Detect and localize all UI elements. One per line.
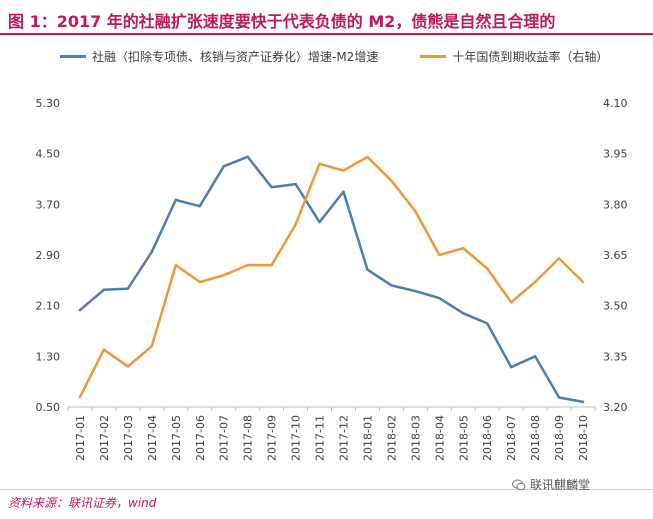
- y-left-tick-label: 2.90: [36, 249, 61, 262]
- data-point-tsf-m2: [438, 296, 441, 300]
- legend: 社融（扣除专项债、核销与资产证券化）增速-M2增速 十年国债到期收益率（右轴）: [60, 48, 643, 65]
- data-point-tsf-m2: [414, 289, 417, 293]
- y-right-tick-label: 3.35: [603, 350, 628, 363]
- data-point-bond-yield: [78, 395, 82, 399]
- data-point-tsf-m2: [486, 322, 489, 325]
- data-point-bond-yield: [174, 263, 177, 267]
- y-left-tick-label: 3.70: [36, 198, 61, 211]
- data-point-bond-yield: [486, 267, 489, 270]
- legend-item-tsf-m2: 社融（扣除专项债、核销与资产证券化）增速-M2增速: [60, 48, 378, 65]
- legend-swatch-tsf-m2: [60, 55, 86, 58]
- source-note: 资料来源：联讯证券，wind: [8, 496, 157, 510]
- data-point-bond-yield: [270, 263, 273, 267]
- x-tick-label: 2017-01: [74, 415, 87, 461]
- data-point-tsf-m2: [246, 155, 249, 159]
- y-right-tick-label: 3.65: [603, 249, 628, 262]
- x-tick-label: 2017-10: [290, 415, 303, 461]
- source-divider: [0, 489, 653, 490]
- data-point-bond-yield: [150, 345, 154, 348]
- x-tick-label: 2017-09: [266, 415, 279, 461]
- data-point-tsf-m2: [462, 312, 465, 315]
- data-point-tsf-m2: [102, 288, 106, 292]
- data-point-bond-yield: [414, 209, 417, 213]
- x-tick-label: 2018-03: [409, 415, 422, 461]
- data-point-tsf-m2: [126, 287, 130, 290]
- data-point-tsf-m2: [198, 205, 201, 208]
- x-tick-label: 2018-09: [553, 415, 566, 461]
- x-tick-label: 2018-08: [529, 415, 542, 461]
- x-tick-label: 2017-07: [218, 415, 231, 461]
- y-right-tick-label: 3.95: [603, 148, 628, 161]
- title-divider: [0, 33, 653, 35]
- x-tick-label: 2017-06: [194, 415, 207, 461]
- y-left-tick-label: 5.30: [36, 97, 61, 110]
- y-right-tick-label: 3.50: [603, 300, 628, 313]
- y-left-tick-label: 4.50: [36, 148, 61, 161]
- data-point-bond-yield: [366, 155, 369, 159]
- data-point-tsf-m2: [342, 190, 345, 193]
- x-tick-label: 2018-10: [577, 415, 590, 461]
- data-point-bond-yield: [438, 253, 441, 257]
- data-point-bond-yield: [533, 280, 537, 284]
- data-point-tsf-m2: [174, 198, 177, 202]
- x-tick-label: 2018-04: [433, 415, 446, 461]
- legend-item-bond-yield: 十年国债到期收益率（右轴）: [420, 48, 608, 65]
- data-point-tsf-m2: [533, 355, 537, 358]
- data-point-bond-yield: [557, 257, 561, 260]
- y-left-tick-label: 1.30: [36, 350, 61, 363]
- data-point-tsf-m2: [78, 308, 82, 312]
- legend-label-bond-yield: 十年国债到期收益率（右轴）: [452, 50, 609, 64]
- x-tick-label: 2018-05: [457, 415, 470, 461]
- series-line-bond-yield: [78, 155, 585, 399]
- data-point-bond-yield: [198, 280, 201, 284]
- data-point-tsf-m2: [222, 165, 225, 168]
- x-tick-label: 2017-04: [146, 415, 159, 461]
- x-tick-label: 2018-02: [385, 415, 398, 461]
- legend-swatch-bond-yield: [420, 55, 447, 58]
- y-right-tick-label: 3.20: [603, 401, 628, 414]
- series-line-tsf-m2: [78, 155, 585, 404]
- data-point-bond-yield: [246, 263, 249, 267]
- data-point-tsf-m2: [294, 182, 297, 186]
- data-point-bond-yield: [581, 280, 585, 284]
- data-point-tsf-m2: [150, 250, 154, 254]
- data-point-bond-yield: [126, 365, 130, 368]
- x-tick-label: 2017-11: [314, 415, 327, 461]
- x-tick-label: 2018-07: [505, 415, 518, 461]
- data-point-bond-yield: [390, 179, 393, 182]
- data-point-bond-yield: [509, 301, 513, 304]
- x-tick-label: 2017-03: [122, 415, 135, 461]
- x-tick-label: 2018-01: [361, 415, 374, 461]
- data-point-bond-yield: [222, 274, 225, 277]
- x-tick-label: 2018-06: [481, 415, 494, 461]
- x-tick-label: 2017-08: [242, 415, 255, 461]
- data-point-tsf-m2: [557, 396, 561, 399]
- data-point-tsf-m2: [318, 220, 321, 224]
- data-point-bond-yield: [294, 223, 297, 226]
- data-point-bond-yield: [462, 247, 465, 250]
- x-tick-label: 2017-02: [98, 415, 111, 461]
- data-point-bond-yield: [318, 162, 321, 165]
- data-point-tsf-m2: [581, 400, 585, 404]
- data-point-bond-yield: [342, 169, 345, 172]
- x-tick-label: 2017-05: [170, 415, 183, 461]
- y-left-tick-label: 2.10: [36, 300, 61, 313]
- data-point-tsf-m2: [509, 365, 513, 369]
- y-right-tick-label: 3.80: [603, 198, 628, 211]
- line-chart: 0.50 1.30 2.10 2.90 3.70 4.50 5.30 3.20 3.35 3.50…: [36, 97, 628, 461]
- chart-title: 图 1：2017 年的社融扩张速度要快于代表负债的 M2，债熊是自然且合理的: [8, 12, 556, 31]
- y-right-tick-label: 4.10: [603, 97, 628, 110]
- data-point-tsf-m2: [390, 284, 393, 287]
- wechat-icon: [512, 479, 526, 490]
- x-tick-label: 2017-12: [337, 415, 350, 461]
- data-point-tsf-m2: [366, 268, 369, 271]
- watermark-text: 联讯麒麟堂: [530, 478, 591, 492]
- data-point-tsf-m2: [270, 186, 273, 189]
- legend-label-tsf-m2: 社融（扣除专项债、核销与资产证券化）增速-M2增速: [92, 50, 379, 64]
- y-left-tick-label: 0.50: [36, 401, 61, 414]
- data-point-bond-yield: [102, 348, 106, 351]
- watermark: 联讯麒麟堂: [512, 476, 590, 493]
